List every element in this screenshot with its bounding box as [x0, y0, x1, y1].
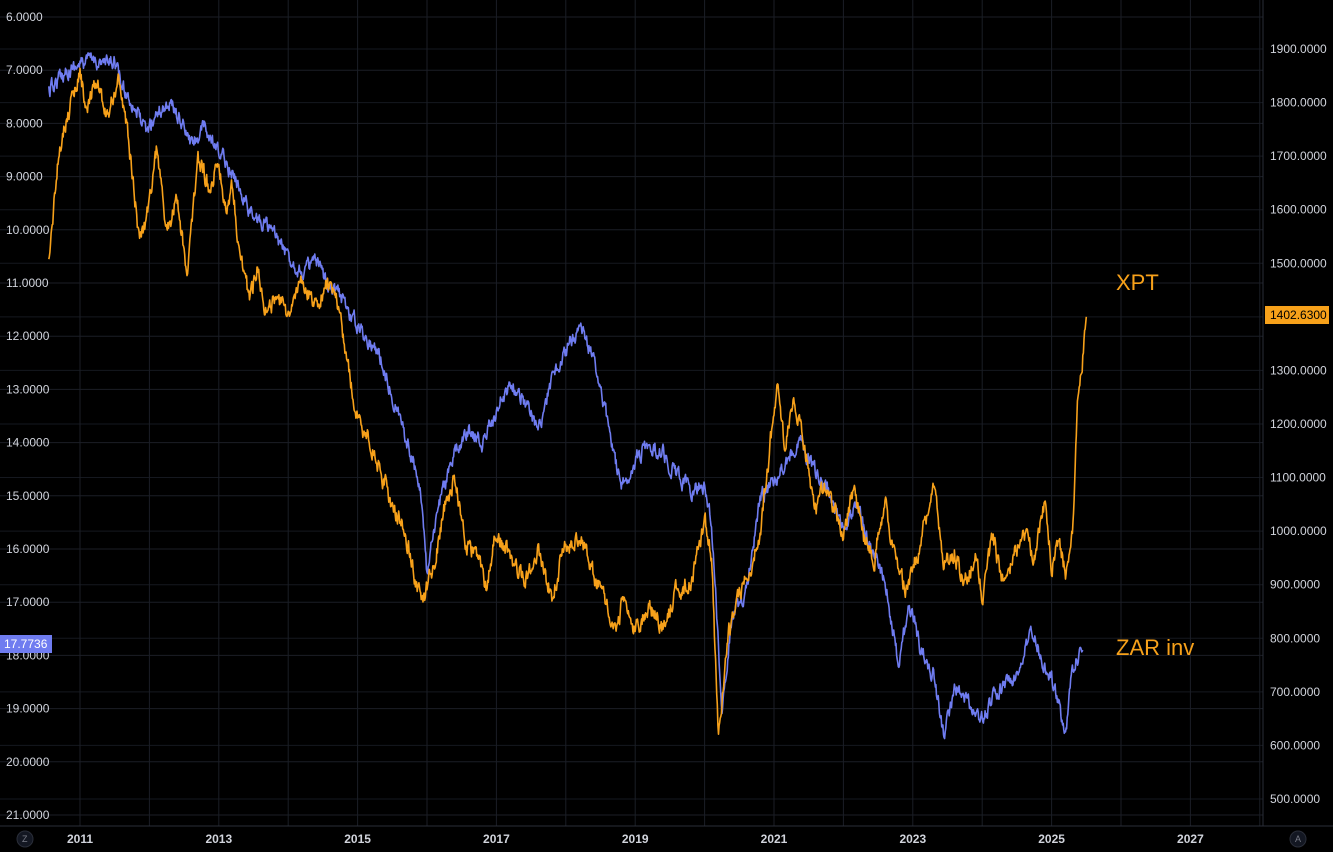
series-line-zar-inv [48, 52, 1084, 740]
right-tick-label: 1200.0000 [1270, 417, 1327, 431]
right-tick-label: 1600.0000 [1270, 203, 1327, 217]
x-tick-label: 2025 [1038, 832, 1065, 846]
right-tick-label: 800.0000 [1270, 631, 1320, 645]
left-tick-label: 7.0000 [6, 63, 43, 77]
corner-right-button[interactable]: A [1289, 830, 1307, 848]
right-tick-label: 1500.0000 [1270, 256, 1327, 270]
x-axis-ticks: 2011 2013 2015 2017 2019 2021 2023 2025 2027 [67, 832, 1204, 846]
corner-left-circle [16, 830, 34, 848]
right-tick-label: 500.0000 [1270, 792, 1320, 806]
right-current-price-badge: 1402.6300 [1265, 306, 1329, 324]
zar-annotation: ZAR inv [1116, 635, 1194, 660]
left-tick-label: 14.0000 [6, 436, 50, 450]
x-tick-label: 2021 [761, 832, 788, 846]
left-tick-label: 21.0000 [6, 808, 50, 822]
right-tick-label: 1000.0000 [1270, 524, 1327, 538]
left-tick-label: 17.0000 [6, 595, 50, 609]
right-tick-label: 1100.0000 [1270, 471, 1326, 485]
left-tick-label: 8.0000 [6, 116, 43, 130]
right-badge-label: 1402.6300 [1270, 308, 1327, 322]
left-tick-label: 9.0000 [6, 170, 43, 184]
left-tick-label: 19.0000 [6, 702, 50, 716]
x-tick-label: 2013 [205, 832, 232, 846]
right-tick-label: 900.0000 [1270, 578, 1320, 592]
left-current-price-badge: 17.7736 [0, 635, 52, 653]
right-tick-label: 1300.0000 [1270, 363, 1327, 377]
x-tick-label: 2019 [622, 832, 649, 846]
right-tick-label: 600.0000 [1270, 738, 1320, 752]
left-tick-label: 16.0000 [6, 542, 50, 556]
corner-right-circle [1289, 830, 1307, 848]
corner-right-label: A [1295, 834, 1301, 844]
left-tick-label: 12.0000 [6, 329, 50, 343]
right-tick-label: 1700.0000 [1270, 149, 1327, 163]
left-tick-label: 13.0000 [6, 382, 50, 396]
right-tick-label: 1800.0000 [1270, 96, 1327, 110]
corner-left-button[interactable]: Z [16, 830, 34, 848]
left-tick-label: 11.0000 [6, 276, 49, 290]
right-badge-bg [1265, 306, 1329, 324]
x-tick-label: 2023 [899, 832, 926, 846]
right-tick-label: 700.0000 [1270, 685, 1320, 699]
x-tick-label: 2015 [344, 832, 371, 846]
grid-lines [0, 0, 1263, 826]
right-tick-label: 1900.0000 [1270, 42, 1327, 56]
left-tick-label: 20.0000 [6, 755, 50, 769]
axes [0, 0, 1333, 827]
left-tick-label: 10.0000 [6, 223, 50, 237]
x-tick-label: 2017 [483, 832, 510, 846]
right-axis-ticks: 1900.0000 1800.0000 1700.0000 1600.0000 1500… [1270, 42, 1327, 806]
xpt-annotation: XPT [1116, 270, 1159, 295]
x-tick-label: 2011 [67, 832, 93, 846]
corner-left-label: Z [22, 834, 28, 844]
left-badge-bg [0, 635, 52, 653]
left-tick-label: 15.0000 [6, 489, 50, 503]
left-tick-label: 6.0000 [6, 10, 43, 24]
series-layer [48, 52, 1088, 740]
left-badge-label: 17.7736 [4, 637, 48, 651]
series-line-xpt [48, 67, 1088, 735]
x-tick-label: 2027 [1177, 832, 1204, 846]
